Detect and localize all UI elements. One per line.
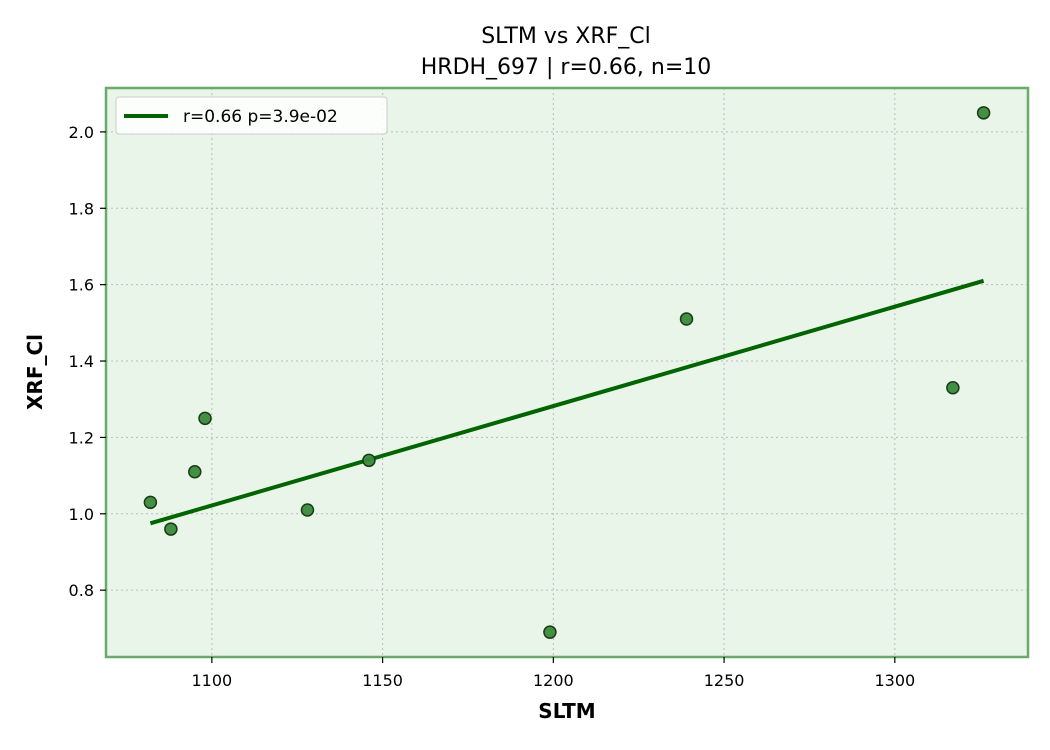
legend-box bbox=[115, 96, 388, 135]
legend-label: r=0.66 p=3.9e-02 bbox=[183, 107, 338, 127]
chart-title: SLTM vs XRF_Cl bbox=[481, 24, 651, 49]
y-tick-label: 1.6 bbox=[69, 276, 94, 295]
data-point bbox=[188, 465, 202, 479]
data-point bbox=[543, 625, 557, 639]
x-tick-label: 1300 bbox=[874, 671, 915, 690]
data-point bbox=[679, 312, 694, 326]
legend: r=0.66 p=3.9e-02 bbox=[115, 96, 388, 135]
chart-subtitle: HRDH_697 | r=0.66, n=10 bbox=[421, 55, 712, 80]
x-tick-label: 1100 bbox=[191, 671, 232, 690]
y-tick-label: 1.8 bbox=[69, 199, 94, 218]
x-axis-label: SLTM bbox=[538, 699, 595, 723]
plot-area bbox=[106, 88, 1028, 657]
data-points bbox=[143, 106, 991, 639]
gridlines bbox=[106, 88, 1028, 657]
y-tick-label: 1.4 bbox=[69, 352, 94, 371]
x-ticks: 1100 1150 1200 1250 1300 bbox=[191, 657, 915, 690]
x-tick-label: 1150 bbox=[362, 671, 403, 690]
y-tick-label: 1.0 bbox=[69, 505, 94, 524]
data-point bbox=[143, 495, 158, 510]
x-tick-label: 1250 bbox=[704, 671, 745, 690]
fit-line bbox=[149, 278, 985, 526]
data-point bbox=[976, 106, 991, 120]
y-ticks: 0.8 1.0 1.2 1.4 1.6 1.8 2.0 bbox=[69, 123, 106, 600]
y-tick-label: 2.0 bbox=[69, 123, 94, 142]
data-point bbox=[362, 453, 376, 468]
x-tick-label: 1200 bbox=[533, 671, 574, 690]
data-point bbox=[164, 522, 178, 536]
data-point bbox=[946, 381, 960, 395]
data-point bbox=[198, 411, 212, 426]
axes-frame bbox=[104, 86, 1030, 659]
y-tick-label: 1.2 bbox=[69, 428, 94, 447]
y-axis-label: XRF_Cl bbox=[23, 334, 47, 410]
data-point bbox=[300, 503, 315, 517]
y-tick-label: 0.8 bbox=[69, 581, 94, 600]
